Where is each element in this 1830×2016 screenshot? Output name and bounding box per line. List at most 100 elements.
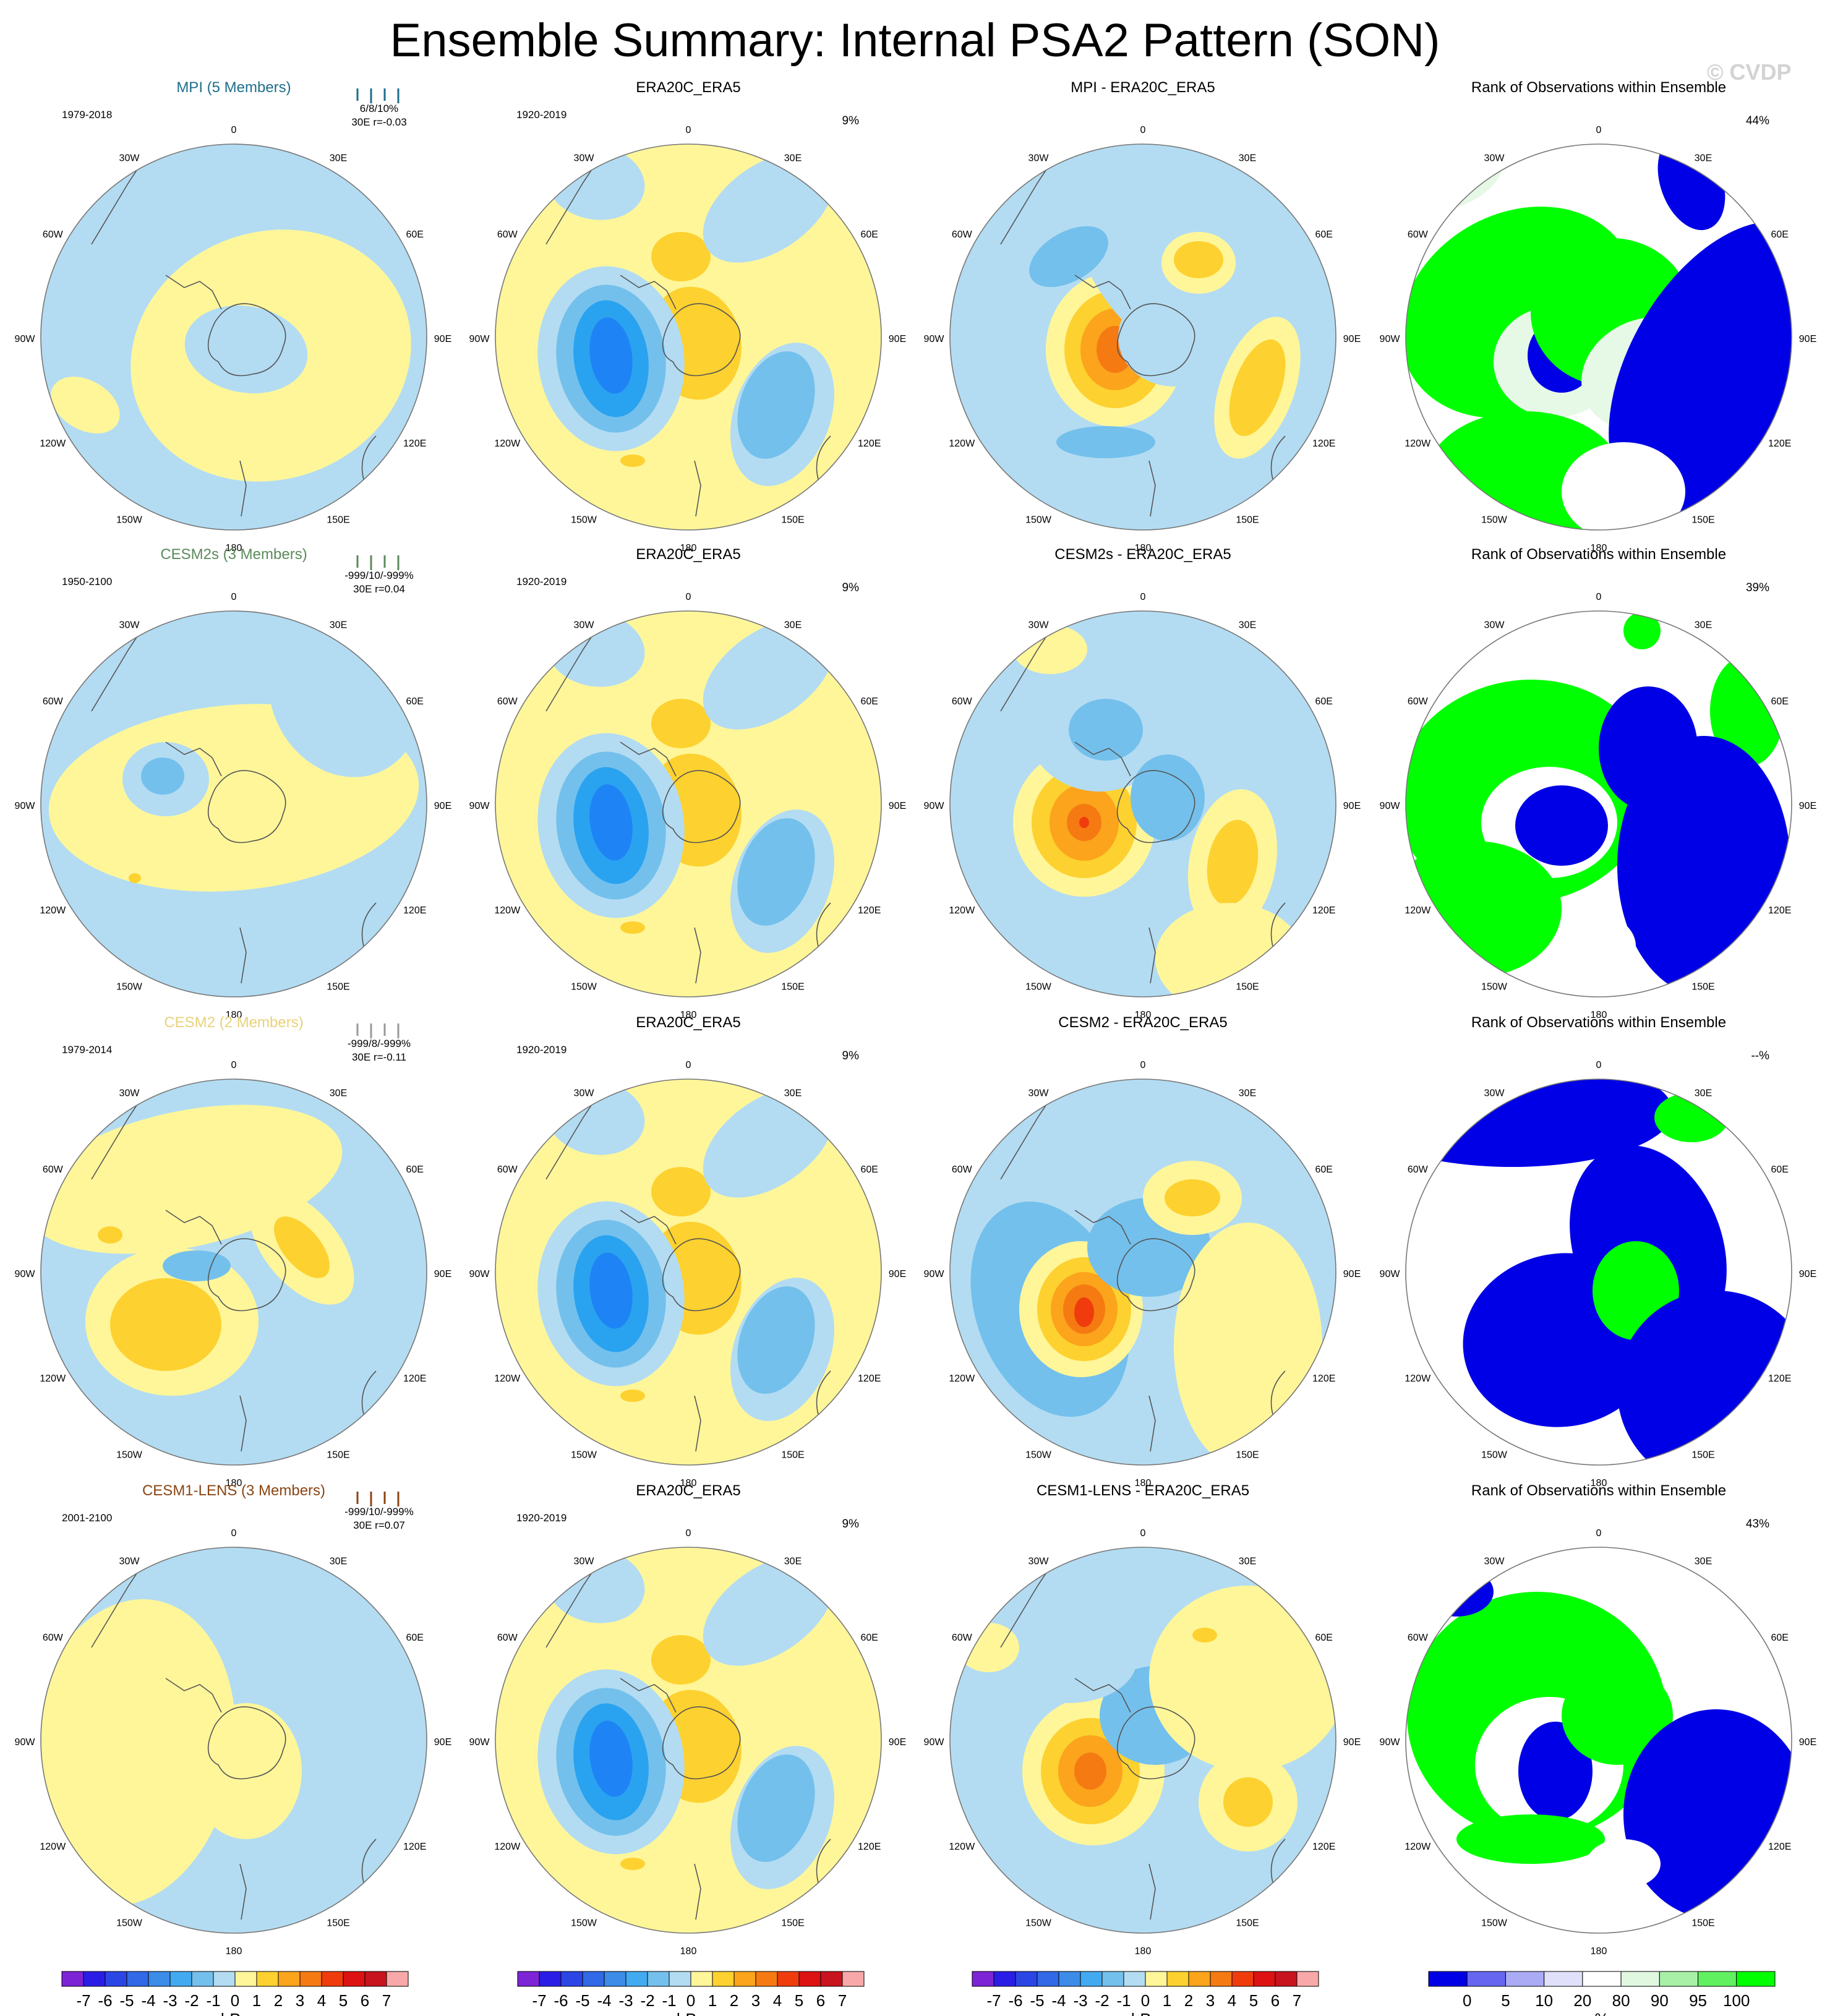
meridian-label: 150E [1691,1450,1714,1461]
meridian-label: 0 [1596,1528,1602,1539]
meridian-label: 90E [434,334,451,344]
panel-stats: -999/10/-999% [344,1506,414,1518]
colorbar-tick-label: -7 [986,1991,1001,2010]
colorbar-swatch [169,1971,192,1987]
meridian-label: 180 [1135,1946,1152,1957]
meridian-label: 120E [403,438,426,449]
meridian-label: 120W [494,1842,521,1852]
colorbar-tick-label: -4 [1051,1991,1066,2010]
meridian-label: 120E [1312,438,1335,449]
panel-title: ERA20C_ERA5 [636,79,740,96]
map-field [495,611,881,997]
meridian-label: 0 [686,592,691,602]
meridian-label: 60E [860,696,878,707]
meridian-label: 90E [1343,801,1361,811]
antarctica-coastline [1116,1238,1195,1312]
colorbar-swatch [560,1971,583,1987]
panel-percent: 44% [1746,114,1769,127]
meridian-label: 30W [574,620,595,630]
meridian-label: 120W [1405,438,1431,449]
contour-region [1223,1777,1273,1827]
meridian-label: 120E [1312,1373,1335,1384]
meridian-label: 90W [15,801,36,811]
meridian-label: 90W [15,1737,36,1748]
meridian-label: 30E [330,1556,347,1566]
meridian-label: 150E [1691,1918,1714,1929]
meridian-label: 30W [574,1556,595,1566]
meridian-label: 60E [860,1633,878,1643]
meridian-label: 90E [889,1269,906,1279]
new-zealand-coastline [1148,1863,1156,1920]
colorbar-unit: % [1594,2010,1609,2016]
colorbar-swatch [1736,1971,1776,1987]
meridian-label: 180 [680,1478,697,1489]
panel-title: CESM2s (3 Members) [160,546,307,563]
colorbar-swatch [1037,1971,1059,1987]
map-field [495,144,881,530]
contour-region [1013,625,1087,674]
meridian-label: 0 [231,1060,237,1070]
colorbar-swatch [1466,1971,1506,1987]
meridian-label: 60E [406,1164,423,1175]
meridian-label: 150E [1236,1918,1259,1929]
meridian-label: 150E [781,515,804,526]
meridian-label: 0 [686,125,691,135]
map-field [41,144,427,530]
meridian-label: 30E [1239,153,1256,163]
meridian-label: 120E [403,1842,426,1852]
meridian-label: 0 [1596,592,1602,602]
new-zealand-coastline [239,460,247,517]
colorbar-swatch [1210,1971,1233,1987]
meridian-label: 90W [469,1737,490,1748]
panel-years: 1920-2019 [516,1512,567,1524]
meridian-label: 30W [119,153,140,163]
peninsula-coastline [165,741,222,777]
meridian-label: 120W [40,438,66,449]
meridian-label: 150W [116,982,143,993]
meridian-label: 60E [1771,1633,1788,1643]
map-panel: 0 30E 60E 90E 120E 150E 180 150W 120W 90W 60W 30W Ra… [1380,79,1817,553]
panel-title: ERA20C_ERA5 [636,1482,740,1499]
meridian-label: 30E [330,153,347,163]
meridian-label: 60E [406,229,423,240]
map-panel: 0 30E 60E 90E 120E 150E 180 150W 120W 90W 60W 30W ER… [469,1482,907,1957]
new-zealand-coastline [239,927,247,984]
new-zealand-coastline [694,927,701,984]
colorbar-tick-label: -1 [206,1991,220,2010]
panel-percent: 9% [842,1049,860,1062]
meridian-label: 180 [1591,543,1607,553]
meridian-label: 30W [1484,1088,1505,1098]
colorbar-swatch [386,1971,409,1987]
colorbar-swatch [364,1971,387,1987]
meridian-label: 150W [571,1450,597,1461]
colorbar-tick-label: -3 [1073,1991,1087,2010]
colorbar-tick-label: 20 [1573,1991,1591,2010]
meridian-label: 150E [327,982,349,993]
contour-region [129,873,141,883]
meridian-label: 60E [406,696,423,707]
meridian-label: 180 [1591,1478,1607,1489]
meridian-label: 60E [1771,1164,1788,1175]
colorbar-swatch [105,1971,127,1987]
map-panel: 0 30E 60E 90E 120E 150E 180 150W 120W 90W 60W 30W CE… [924,1482,1361,1957]
map-field [1406,611,1792,997]
colorbar-swatch [278,1971,301,1987]
colorbar-tick-label: -4 [141,1991,155,2010]
colorbar-tick-label: -1 [662,1991,676,2010]
panel-percent: --% [1751,1049,1769,1062]
meridian-label: 150W [1481,982,1508,993]
copyright-label: © CVDP [1707,59,1792,85]
contour-region [1001,1617,1137,1703]
meridian-label: 90E [889,1737,906,1748]
colorbar-swatch [1275,1971,1298,1987]
meridian-label: 0 [231,125,237,135]
contour-region [1515,785,1608,866]
meridian-label: 180 [226,1478,242,1489]
meridian-label: 30W [1028,620,1050,630]
contour-region [620,1390,645,1402]
peninsula-coastline [165,1210,222,1245]
panel-percent: 9% [842,114,860,127]
meridian-label: 150W [1025,1918,1052,1929]
